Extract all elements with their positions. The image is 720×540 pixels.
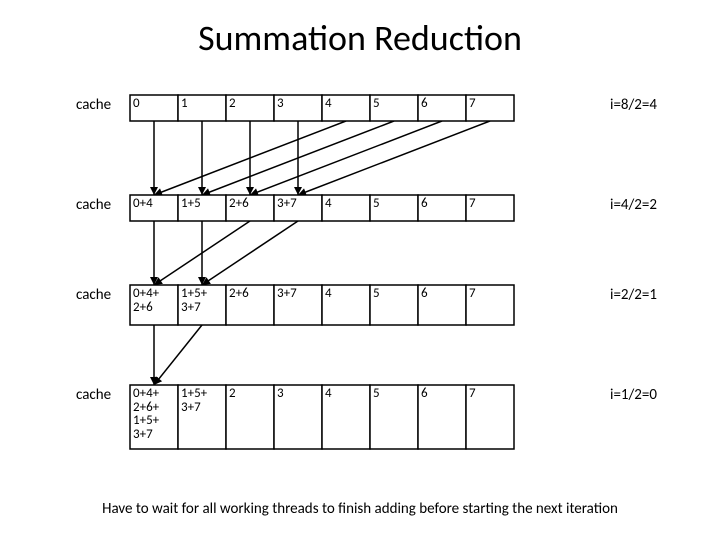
cache-cell-value: 6 bbox=[418, 95, 466, 121]
cache-cell-value: 2+6 bbox=[226, 195, 274, 221]
cache-row-label: cache bbox=[76, 96, 111, 114]
cache-cell-value: 6 bbox=[418, 385, 466, 449]
cache-cell-value: 0+4+ 2+6+ 1+5+ 3+7 bbox=[130, 385, 178, 449]
cache-cell-value: 5 bbox=[370, 95, 418, 121]
cache-cell-value: 3 bbox=[274, 95, 322, 121]
cache-cell-value: 3+7 bbox=[274, 195, 322, 221]
cache-cell-value: 1+5 bbox=[178, 195, 226, 221]
cache-cell-value: 3+7 bbox=[274, 285, 322, 325]
cache-cell-value: 6 bbox=[418, 195, 466, 221]
cache-cell-value: 0 bbox=[130, 95, 178, 121]
cache-row-label: cache bbox=[76, 386, 111, 404]
cache-cell-value: 5 bbox=[370, 195, 418, 221]
cache-row-label: cache bbox=[76, 286, 111, 304]
cache-cell-value: 2 bbox=[226, 95, 274, 121]
cache-cell-value: 4 bbox=[322, 285, 370, 325]
cache-cell-value: 5 bbox=[370, 285, 418, 325]
iteration-annotation: i=4/2=2 bbox=[610, 196, 657, 214]
cache-cell-value: 3 bbox=[274, 385, 322, 449]
cache-row-label: cache bbox=[76, 196, 111, 214]
cache-cell-value: 1 bbox=[178, 95, 226, 121]
cache-cell-value: 5 bbox=[370, 385, 418, 449]
footnote-text: Have to wait for all working threads to … bbox=[0, 500, 720, 518]
iteration-annotation: i=2/2=1 bbox=[610, 286, 657, 304]
cache-cell-value: 2 bbox=[226, 385, 274, 449]
cache-cell-value: 7 bbox=[466, 95, 514, 121]
cache-cell-value: 7 bbox=[466, 195, 514, 221]
cache-cell-value: 2+6 bbox=[226, 285, 274, 325]
cache-cell-value: 4 bbox=[322, 385, 370, 449]
cache-cell-value: 4 bbox=[322, 95, 370, 121]
iteration-annotation: i=1/2=0 bbox=[610, 386, 657, 404]
cache-cell-value: 7 bbox=[466, 385, 514, 449]
cache-cell-value: 1+5+ 3+7 bbox=[178, 285, 226, 325]
cache-cell-value: 7 bbox=[466, 285, 514, 325]
cache-cell-value: 6 bbox=[418, 285, 466, 325]
cache-cell-value: 1+5+ 3+7 bbox=[178, 385, 226, 449]
cache-cell-value: 4 bbox=[322, 195, 370, 221]
cache-cell-value: 0+4 bbox=[130, 195, 178, 221]
iteration-annotation: i=8/2=4 bbox=[610, 96, 657, 114]
reduction-diagram: cachei=8/2=401234567cachei=4/2=20+41+52+… bbox=[0, 0, 720, 540]
cache-cell-value: 0+4+ 2+6 bbox=[130, 285, 178, 325]
